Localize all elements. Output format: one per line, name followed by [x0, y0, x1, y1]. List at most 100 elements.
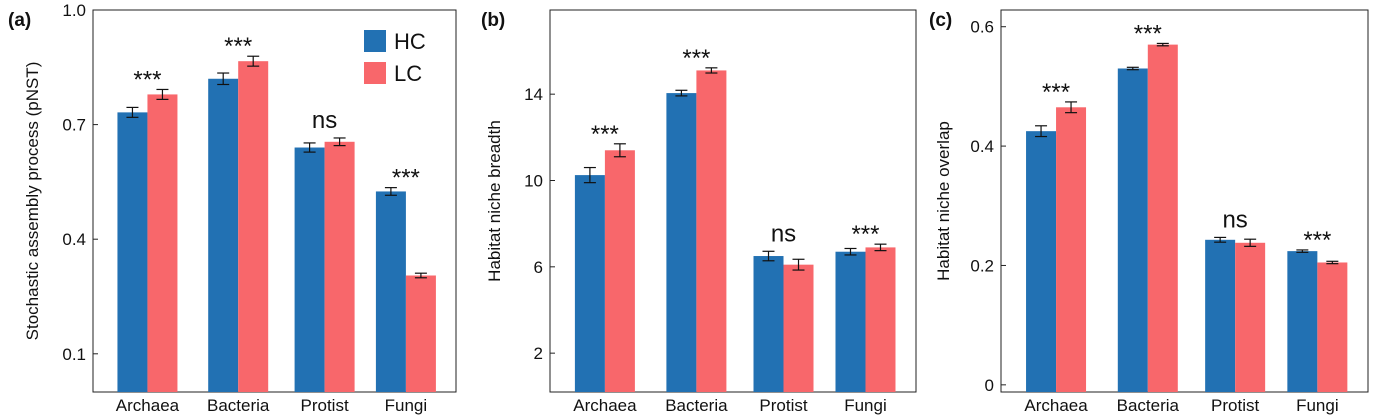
- error-bar: [792, 258, 805, 271]
- bar-lc-bacteria: [238, 61, 269, 393]
- y-tick-label: 0.1: [62, 345, 86, 364]
- legend-swatch-lc: [364, 62, 386, 84]
- bar-lc-archaea: [1056, 107, 1087, 393]
- category-label: Protist: [759, 396, 807, 415]
- category-label: Archaea: [116, 396, 180, 415]
- y-tick-label: 10: [524, 171, 543, 190]
- bar-lc-archaea: [147, 94, 178, 392]
- bar-lc-protist: [783, 264, 814, 392]
- bar-hc-archaea: [574, 175, 605, 392]
- y-tick-label: 0.6: [970, 18, 994, 37]
- y-tick-label: 2: [534, 344, 543, 363]
- category-label: Bacteria: [207, 396, 270, 415]
- error-bar: [1065, 101, 1078, 114]
- bar-lc-fungi: [405, 275, 436, 392]
- error-bar: [705, 67, 718, 74]
- category-label: Bacteria: [1117, 396, 1180, 415]
- error-bar: [1326, 260, 1339, 265]
- error-bar: [384, 187, 397, 196]
- bar-hc-bacteria: [1117, 68, 1148, 393]
- bar-lc-bacteria: [696, 70, 727, 392]
- bar-hc-protist: [294, 147, 325, 392]
- error-bar: [247, 55, 260, 67]
- bar-lc-archaea: [604, 150, 635, 392]
- y-tick-label: 1.0: [62, 1, 86, 20]
- category-label: Fungi: [1296, 396, 1339, 415]
- y-axis-label: Habitat niche overlap: [934, 121, 953, 281]
- significance-label: ***: [591, 121, 619, 148]
- plot-frame: [1000, 9, 1369, 393]
- bar-lc-protist: [324, 141, 355, 392]
- y-tick-label: 0.2: [970, 256, 994, 275]
- panel-label: (a): [8, 10, 31, 31]
- y-tick-label: 0.7: [62, 116, 86, 135]
- bar-lc-protist: [1235, 242, 1266, 392]
- error-bar: [414, 272, 427, 279]
- error-bar: [874, 243, 887, 252]
- category-label: Protist: [301, 396, 349, 415]
- error-bar: [1296, 249, 1309, 253]
- bar-hc-fungi: [375, 191, 406, 392]
- legend-label-lc: LC: [394, 61, 422, 86]
- significance-label: ***: [392, 165, 420, 192]
- significance-label: ***: [1303, 227, 1331, 254]
- significance-label: ns: [1222, 206, 1247, 233]
- category-label: Archaea: [573, 396, 637, 415]
- panel-label: (c): [929, 10, 952, 31]
- error-bar: [762, 250, 775, 262]
- bar-hc-protist: [753, 256, 784, 392]
- panel-label: (b): [481, 10, 505, 31]
- y-axis-label: Stochastic assembly process (pNST): [23, 62, 42, 341]
- y-tick-label: 0: [985, 376, 994, 395]
- significance-label: ***: [224, 33, 252, 60]
- error-bar: [613, 143, 626, 158]
- category-label: Bacteria: [665, 396, 728, 415]
- error-bar: [1156, 42, 1169, 47]
- y-tick-label: 6: [534, 258, 543, 277]
- category-label: Archaea: [1024, 396, 1088, 415]
- legend-label-hc: HC: [394, 29, 426, 54]
- bar-hc-archaea: [117, 112, 148, 392]
- error-bar: [217, 72, 230, 86]
- panel-b: (b) Habitat niche breadth 2 6 10 14 *** Archaea…: [481, 9, 917, 415]
- error-bar: [844, 247, 857, 256]
- bar-lc-fungi: [1317, 262, 1348, 392]
- y-axis-label: Habitat niche breadth: [485, 120, 504, 282]
- bar-lc-fungi: [865, 247, 896, 392]
- significance-label: ***: [1134, 20, 1162, 47]
- category-label: Protist: [1211, 396, 1259, 415]
- bar-hc-protist: [1205, 239, 1236, 392]
- significance-label: ns: [771, 220, 796, 247]
- error-bar: [126, 106, 139, 118]
- significance-label: ***: [1042, 79, 1070, 106]
- legend-swatch-hc: [364, 30, 386, 52]
- error-bar: [675, 89, 688, 97]
- significance-label: ***: [682, 45, 710, 72]
- error-bar: [1244, 238, 1257, 247]
- bar-hc-fungi: [835, 251, 866, 392]
- legend: HC LC: [364, 29, 426, 86]
- y-tick-label: 14: [524, 85, 543, 104]
- error-bar: [333, 137, 346, 147]
- category-label: Fungi: [844, 396, 887, 415]
- error-bar: [1214, 236, 1227, 243]
- error-bar: [303, 142, 316, 153]
- bar-hc-bacteria: [208, 78, 239, 392]
- plot-frame: [92, 9, 457, 393]
- bar-hc-bacteria: [666, 93, 697, 392]
- panel-c: (c) Habitat niche overlap 0 0.2 0.4 0.6 *** Arc…: [929, 9, 1369, 415]
- plot-frame: [549, 9, 917, 393]
- bar-hc-fungi: [1287, 251, 1318, 392]
- significance-label: ***: [133, 66, 161, 93]
- error-bar: [583, 166, 596, 184]
- error-bar: [156, 88, 169, 100]
- bar-hc-archaea: [1026, 131, 1057, 392]
- bar-lc-bacteria: [1147, 44, 1178, 393]
- category-label: Fungi: [385, 396, 428, 415]
- error-bar: [1035, 125, 1048, 138]
- y-tick-label: 0.4: [62, 230, 86, 249]
- y-tick-label: 0.4: [970, 137, 994, 156]
- panel-a: (a) Stochastic assembly process (pNST) 0.1…: [8, 1, 457, 415]
- error-bar: [1126, 66, 1139, 71]
